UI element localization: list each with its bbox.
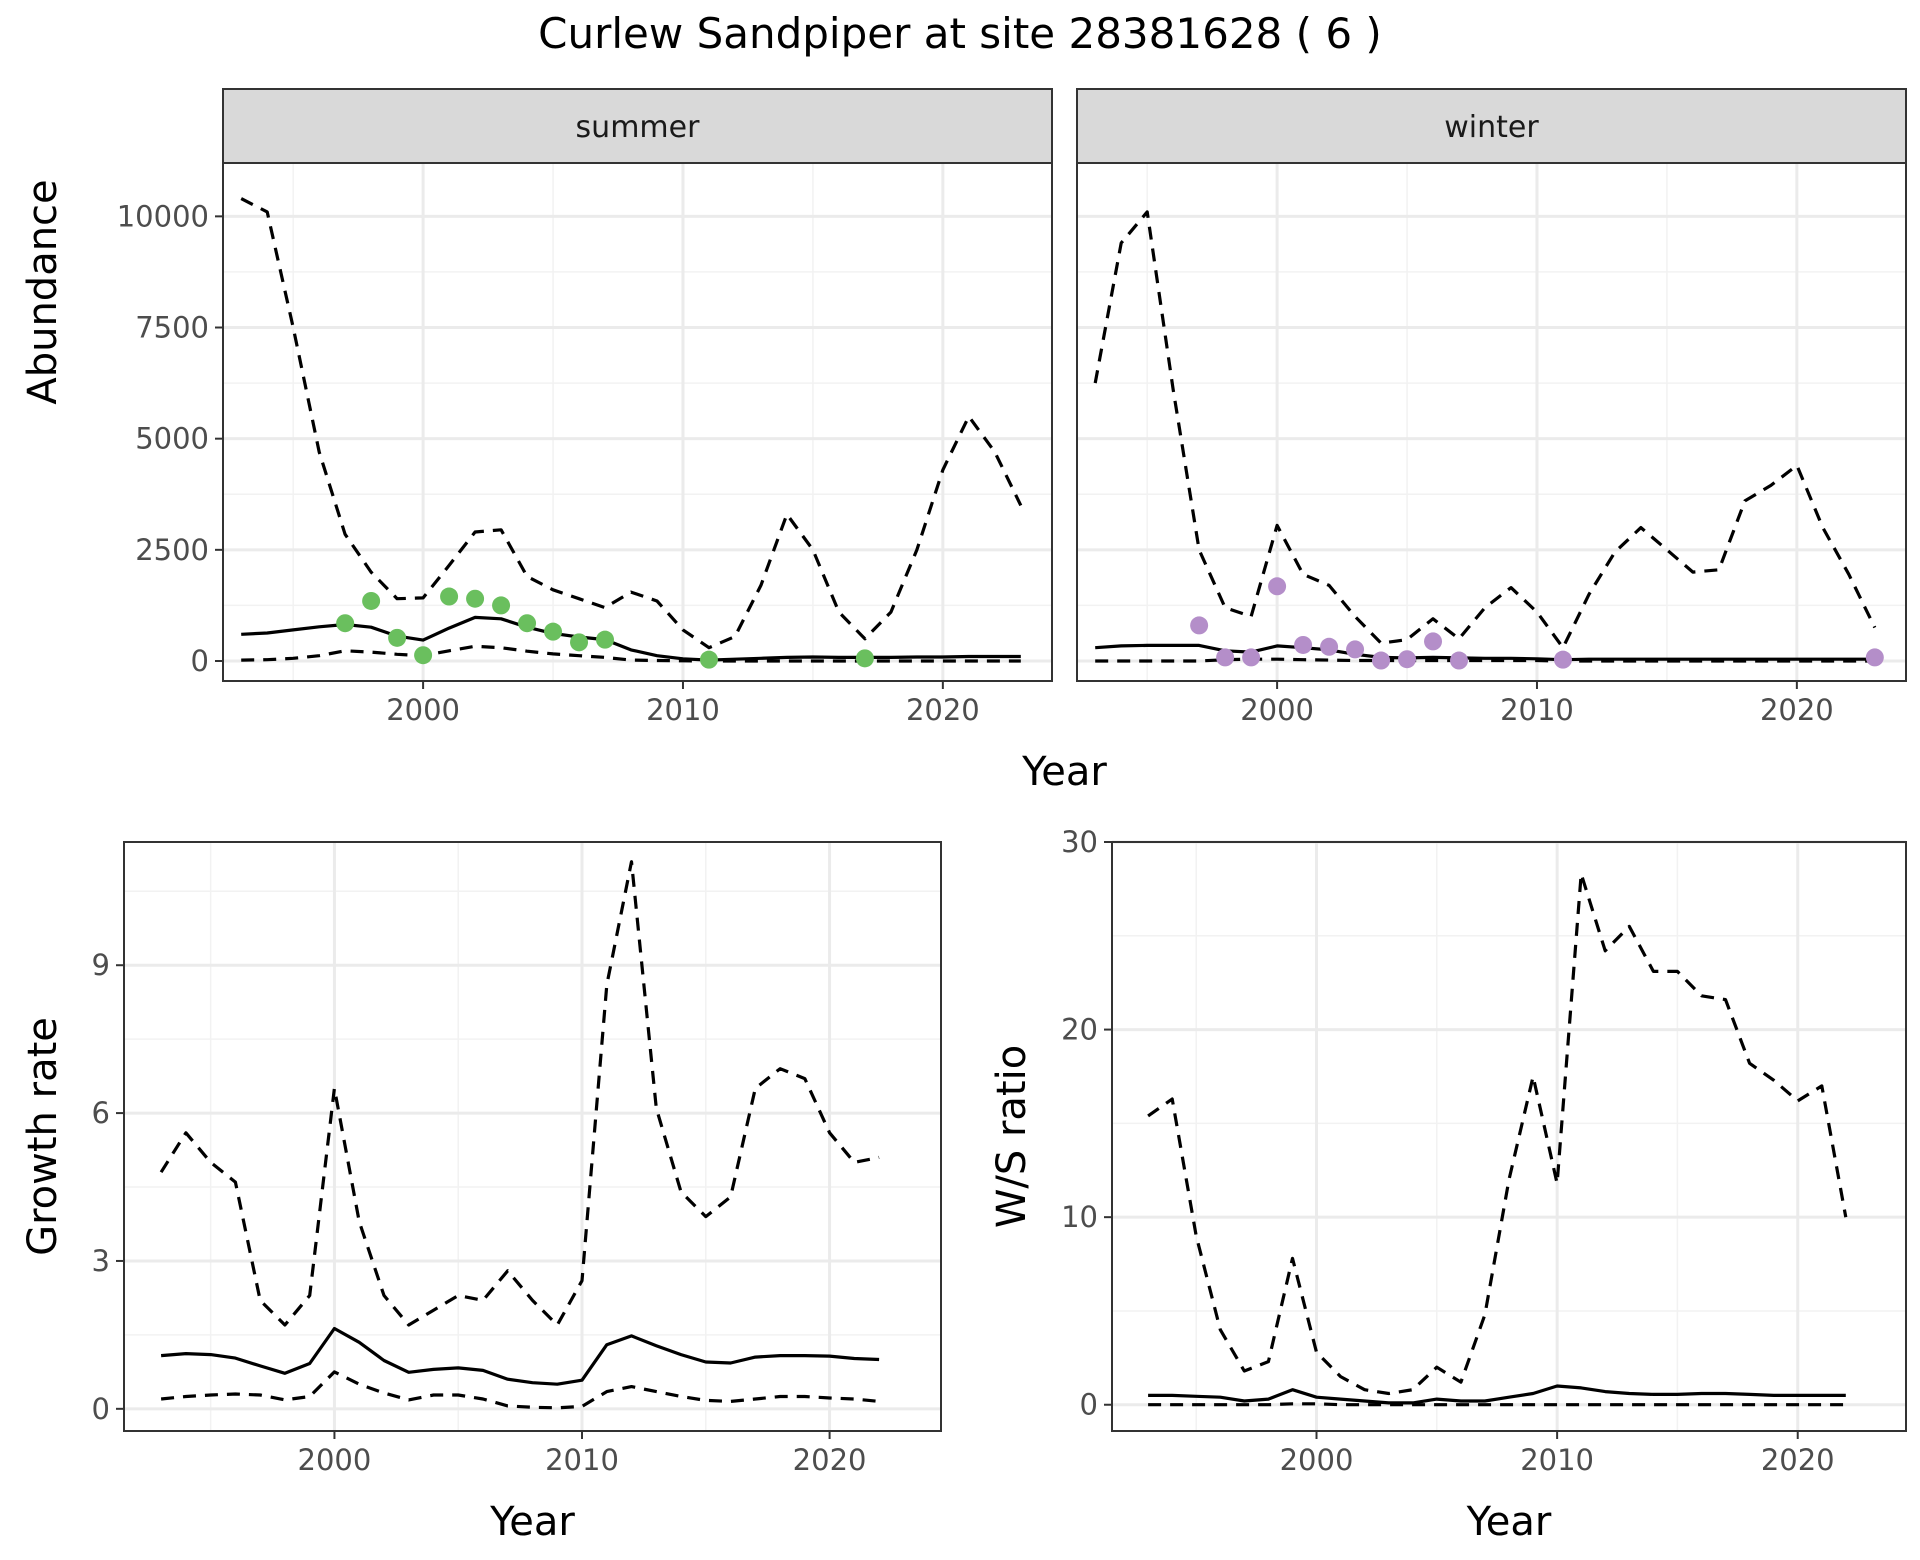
- ws-ratio-x-axis-title: Year: [1466, 1499, 1552, 1545]
- summer-data-point: [362, 591, 381, 610]
- ws-ratio-x-tick-label: 2010: [1520, 1443, 1594, 1477]
- ws-ratio-series-bound-line-2: [1148, 1402, 1846, 1407]
- summer-data-point: [388, 628, 407, 647]
- growth-x-tick-label: 2000: [298, 1443, 372, 1477]
- growth-x-tick-label: 2020: [793, 1443, 867, 1477]
- summer-data-point: [336, 614, 355, 633]
- growth-y-tick-label: 0: [92, 1392, 110, 1426]
- summer-y-tick-label: 7500: [135, 311, 209, 345]
- ws-ratio-y-tick-label: 10: [1061, 1200, 1098, 1234]
- panel-summer: 2000 2010 2020 0 2500 5000 7500 10000 summer: [117, 88, 1053, 727]
- winter-data-point: [1372, 651, 1391, 670]
- ws-ratio-series-bound-line-1: [1147, 872, 1848, 1396]
- growth-x-tick-label: 2010: [545, 1443, 619, 1477]
- winter-strip-label: winter: [1444, 110, 1539, 145]
- summer-data-point: [440, 587, 459, 606]
- ws-ratio-x-tick-label: 2000: [1280, 1443, 1354, 1477]
- growth-panel-border: [123, 841, 942, 1432]
- ws-ratio-x-tick-label: 2020: [1761, 1443, 1835, 1477]
- summer-y-tick-label: 5000: [135, 422, 209, 456]
- summer-y-tick-label: 0: [191, 644, 209, 678]
- growth-series-bound-line-1: [159, 860, 880, 1327]
- ws-ratio-y-tick-label: 0: [1080, 1388, 1098, 1422]
- ws-ratio-y-tick-label: 20: [1061, 1013, 1098, 1047]
- winter-x-tick-label: 2010: [1500, 693, 1574, 727]
- ws-ratio-y-tick-label: 30: [1061, 825, 1098, 859]
- winter-strip: [1076, 88, 1907, 164]
- summer-y-tick-label: 10000: [117, 199, 209, 233]
- winter-data-point: [1865, 648, 1884, 667]
- summer-series-bound-line-1: [240, 197, 1023, 650]
- winter-data-point: [1346, 640, 1365, 659]
- growth-y-tick-label: 3: [92, 1244, 110, 1278]
- summer-panel-border: [222, 162, 1053, 682]
- panel-winter: 2000 2010 2020 winter: [1076, 88, 1907, 727]
- ws-ratio-series-estimate-line: [1148, 1384, 1846, 1405]
- summer-data-point: [466, 589, 485, 608]
- summer-data-point: [596, 630, 615, 649]
- winter-data-point: [1398, 650, 1417, 669]
- growth-y-tick-label: 6: [92, 1096, 110, 1130]
- growth-series-estimate-line: [160, 1326, 880, 1386]
- panels: 2000 2010 2020025005000750010000summer2000…: [20, 88, 1907, 1545]
- summer-x-tick-label: 2000: [386, 693, 460, 727]
- summer-data-point: [855, 649, 874, 668]
- ws-ratio-panel-border: [1111, 841, 1907, 1432]
- panel-ws-ratio: 2000 2010 2020 0 10 20 30: [1061, 825, 1907, 1477]
- panel-growth: 2000 2010 2020 0 3 6 9: [92, 841, 942, 1477]
- winter-series-bound-line-1: [1093, 210, 1877, 650]
- winter-data-point: [1216, 648, 1235, 667]
- abundance-y-axis-title: Abundance: [20, 179, 66, 404]
- summer-y-tick-label: 2500: [135, 533, 209, 567]
- summer-data-point: [492, 596, 511, 615]
- growth-x-axis-title: Year: [489, 1499, 575, 1545]
- growth-y-tick-label: 9: [92, 948, 110, 982]
- winter-series-bound-line-2: [1095, 657, 1875, 663]
- winter-series-estimate-line: [1095, 643, 1875, 662]
- growth-series-bound-line-2: [160, 1370, 880, 1410]
- summer-data-point: [699, 650, 718, 669]
- winter-data-point: [1294, 635, 1313, 654]
- chart-title: Curlew Sandpiper at site 28381628 ( 6 ): [538, 9, 1382, 58]
- abundance-x-axis-title: Year: [1021, 749, 1107, 795]
- winter-x-tick-label: 2000: [1240, 693, 1314, 727]
- winter-data-point: [1190, 616, 1209, 635]
- summer-data-point: [414, 646, 433, 665]
- winter-data-point: [1450, 651, 1469, 670]
- winter-data-point: [1424, 632, 1443, 651]
- summer-data-point: [518, 614, 537, 633]
- winter-data-point: [1242, 648, 1261, 667]
- winter-data-point: [1268, 577, 1287, 596]
- summer-strip: [222, 88, 1053, 164]
- summer-data-point: [544, 622, 563, 641]
- winter-x-tick-label: 2020: [1760, 693, 1834, 727]
- winter-data-point: [1320, 637, 1339, 656]
- summer-x-tick-label: 2010: [646, 693, 720, 727]
- summer-strip-label: summer: [576, 110, 701, 145]
- winter-data-point: [1553, 650, 1572, 669]
- summer-x-tick-label: 2020: [906, 693, 980, 727]
- summer-data-point: [570, 633, 589, 652]
- growth-y-axis-title: Growth rate: [20, 1017, 66, 1256]
- ws-ratio-y-axis-title: W/S ratio: [989, 1045, 1035, 1228]
- summer-series-estimate-line: [241, 615, 1021, 662]
